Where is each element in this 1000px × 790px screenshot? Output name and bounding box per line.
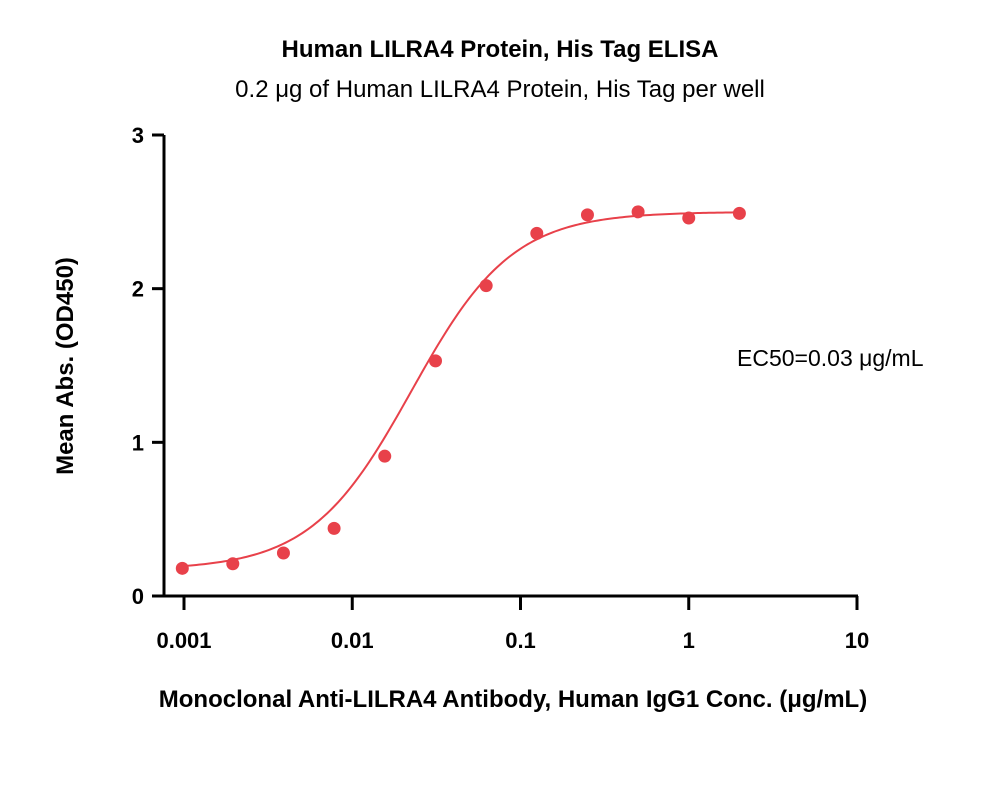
x-tick-label: 1 [683, 628, 695, 653]
x-tick-label: 10 [845, 628, 869, 653]
x-axis-title: Monoclonal Anti-LILRA4 Antibody, Human I… [159, 686, 867, 713]
y-axis-title: Mean Abs. (OD450) [52, 257, 79, 475]
x-tick-label: 0.001 [156, 628, 211, 653]
data-point [479, 279, 493, 293]
axes: 0 1 2 3 0.001 0.01 0.1 1 10 [132, 123, 869, 653]
ec50-annotation: EC50=0.03 μg/mL [737, 345, 924, 371]
chart-title: Human LILRA4 Protein, His Tag ELISA [281, 36, 719, 63]
y-tick-label: 3 [132, 123, 144, 148]
fit-curve [182, 211, 740, 568]
data-point [732, 206, 746, 220]
data-point [175, 561, 189, 575]
y-tick-label: 2 [132, 277, 144, 302]
data-point [682, 211, 696, 225]
data-point [378, 449, 392, 463]
chart-subtitle: 0.2 μg of Human LILRA4 Protein, His Tag … [235, 76, 765, 103]
data-point [429, 354, 443, 368]
data-point [327, 521, 341, 535]
y-tick-label: 1 [132, 430, 144, 455]
data-points-layer [175, 205, 746, 575]
data-point [226, 557, 240, 571]
x-tick-label: 0.1 [505, 628, 536, 653]
y-tick-label: 0 [132, 584, 144, 609]
fit-curve-layer [182, 211, 740, 568]
data-point [276, 546, 290, 560]
data-point [580, 208, 594, 222]
x-tick-label: 0.01 [331, 628, 374, 653]
data-point [631, 205, 645, 219]
data-point [530, 226, 544, 240]
